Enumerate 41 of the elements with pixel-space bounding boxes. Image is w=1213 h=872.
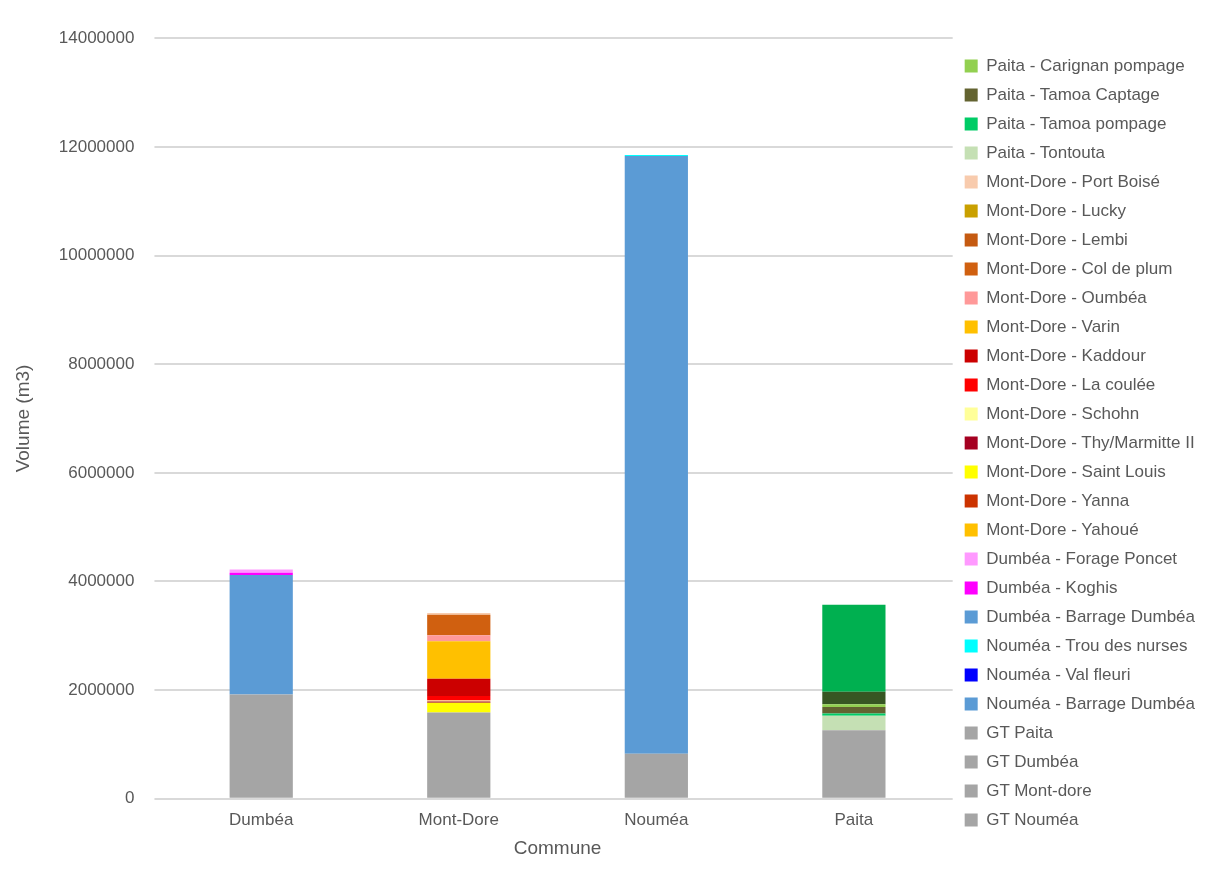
legend-label: GT Paita — [986, 722, 1054, 742]
y-tick-label: 2000000 — [68, 679, 135, 699]
x-tick-label: Paita — [834, 809, 874, 829]
x-axis-title: Commune — [513, 836, 602, 858]
y-tick-label: 0 — [124, 788, 135, 808]
legend-label: Mont-Dore - Thy/Marmitte II — [986, 432, 1195, 452]
legend-label: Paita - Tontouta — [986, 142, 1106, 162]
legend-label: Mont-Dore - Saint Louis — [986, 461, 1166, 481]
y-tick-label: 6000000 — [68, 462, 135, 482]
legend-label: GT Nouméa — [986, 809, 1079, 829]
legend-label: Mont-Dore - Kaddour — [986, 345, 1147, 365]
y-tick-label: 14000000 — [58, 27, 135, 47]
legend-label: Mont-Dore - Varin — [986, 316, 1121, 336]
legend-label: Dumbéa - Forage Poncet — [986, 548, 1178, 568]
legend-label: Mont-Dore - Lembi — [986, 229, 1128, 249]
legend-label: GT Mont-dore — [986, 780, 1092, 800]
y-axis-title: Volume (m3) — [11, 364, 33, 473]
x-tick-label: Mont-Dore — [418, 809, 499, 829]
legend-label: Mont-Dore - Port Boisé — [986, 171, 1161, 191]
legend-label: Mont-Dore - Yanna — [986, 490, 1130, 510]
legend-label: Nouméa - Val fleuri — [986, 664, 1131, 684]
legend-label: Paita - Tamoa pompage — [986, 113, 1167, 133]
y-tick-label: 10000000 — [58, 245, 135, 265]
legend-label: Paita - Carignan pompage — [986, 55, 1185, 75]
y-tick-label: 4000000 — [68, 571, 135, 591]
legend-label: Mont-Dore - Oumbéa — [986, 287, 1148, 307]
legend-label: Paita - Tamoa Captage — [986, 84, 1160, 104]
legend-label: Dumbéa - Koghis — [986, 577, 1118, 597]
legend-label: GT Dumbéa — [986, 751, 1079, 771]
legend-label: Nouméa - Trou des nurses — [986, 635, 1188, 655]
x-tick-label: Dumbéa — [229, 809, 294, 829]
y-tick-label: 12000000 — [58, 136, 135, 156]
legend-label: Mont-Dore - La coulée — [986, 374, 1156, 394]
legend-label: Nouméa - Barrage Dumbéa — [986, 693, 1196, 713]
legend-label: Mont-Dore - Lucky — [986, 200, 1127, 220]
legend-label: Mont-Dore - Col de plum — [986, 258, 1173, 278]
legend-label: Mont-Dore - Yahoué — [986, 519, 1139, 539]
y-tick-label: 8000000 — [68, 353, 135, 373]
legend-label: Mont-Dore - Schohn — [986, 403, 1140, 423]
legend-label: Dumbéa - Barrage Dumbéa — [986, 606, 1196, 626]
x-tick-label: Nouméa — [624, 809, 690, 829]
